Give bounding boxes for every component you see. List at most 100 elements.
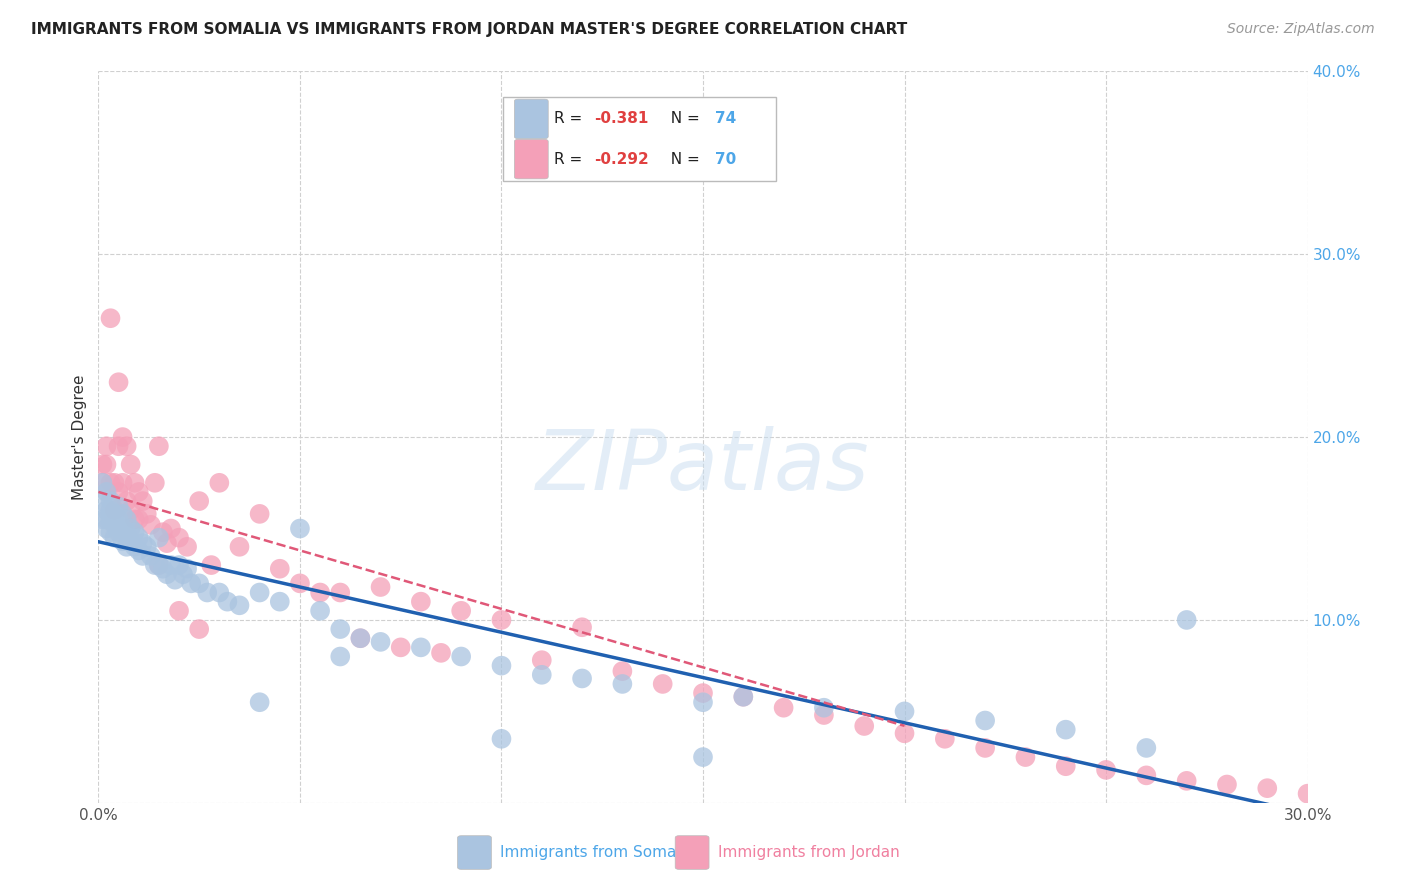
Point	[188, 622, 211, 636]
Point	[107, 439, 129, 453]
Text: -0.292: -0.292	[595, 152, 650, 167]
Point	[1135, 740, 1157, 755]
Point	[491, 731, 513, 746]
Point	[124, 540, 146, 554]
FancyBboxPatch shape	[457, 836, 492, 870]
Point	[107, 500, 129, 514]
Point	[120, 521, 142, 535]
Point	[1216, 778, 1239, 792]
Point	[172, 567, 194, 582]
Point	[180, 576, 202, 591]
Text: Source: ZipAtlas.com: Source: ZipAtlas.com	[1227, 22, 1375, 37]
Point	[103, 507, 125, 521]
Point	[853, 719, 876, 733]
Point	[111, 534, 134, 549]
Point	[409, 640, 432, 655]
Point	[249, 507, 271, 521]
Point	[1095, 763, 1118, 777]
Point	[143, 475, 166, 490]
Point	[128, 512, 150, 526]
Point	[188, 494, 211, 508]
Point	[329, 649, 352, 664]
Point	[349, 632, 371, 646]
Point	[91, 458, 114, 472]
Point	[893, 705, 915, 719]
Point	[96, 439, 118, 453]
Point	[1256, 781, 1278, 796]
FancyBboxPatch shape	[515, 139, 548, 179]
Point	[115, 494, 138, 508]
Point	[733, 690, 755, 704]
Point	[103, 531, 125, 545]
Point	[450, 649, 472, 664]
Point	[208, 475, 231, 490]
Point	[188, 576, 211, 591]
Point	[389, 640, 412, 655]
Point	[96, 458, 118, 472]
Point	[893, 726, 915, 740]
Point	[1054, 759, 1077, 773]
Point	[692, 750, 714, 764]
Point	[733, 690, 755, 704]
Point	[167, 558, 190, 573]
Point	[115, 525, 138, 540]
Point	[100, 525, 122, 540]
Point	[974, 740, 997, 755]
Point	[692, 695, 714, 709]
Point	[200, 558, 222, 573]
Point	[167, 531, 190, 545]
Point	[571, 620, 593, 634]
Point	[934, 731, 956, 746]
Point	[612, 677, 634, 691]
Point	[692, 686, 714, 700]
Point	[100, 475, 122, 490]
Point	[148, 558, 170, 573]
Point	[228, 599, 250, 613]
Point	[329, 622, 352, 636]
Text: IMMIGRANTS FROM SOMALIA VS IMMIGRANTS FROM JORDAN MASTER'S DEGREE CORRELATION CH: IMMIGRANTS FROM SOMALIA VS IMMIGRANTS FR…	[31, 22, 907, 37]
Point	[163, 573, 186, 587]
Text: 74: 74	[716, 112, 737, 127]
Point	[156, 567, 179, 582]
Point	[139, 517, 162, 532]
Point	[103, 517, 125, 532]
Point	[430, 646, 453, 660]
Point	[103, 503, 125, 517]
Point	[91, 475, 114, 490]
Point	[329, 585, 352, 599]
Text: N =: N =	[661, 152, 704, 167]
Text: ZIPatlas: ZIPatlas	[536, 425, 870, 507]
Point	[974, 714, 997, 728]
Point	[139, 549, 162, 563]
Point	[450, 604, 472, 618]
Point	[132, 536, 155, 550]
Point	[612, 664, 634, 678]
Point	[124, 525, 146, 540]
Point	[128, 531, 150, 545]
Point	[160, 558, 183, 573]
Point	[111, 430, 134, 444]
Point	[269, 562, 291, 576]
Point	[1175, 773, 1198, 788]
Point	[571, 672, 593, 686]
Point	[143, 558, 166, 573]
Point	[530, 653, 553, 667]
Point	[217, 594, 239, 608]
Point	[103, 475, 125, 490]
Point	[370, 580, 392, 594]
Text: Immigrants from Jordan: Immigrants from Jordan	[717, 845, 900, 860]
Point	[107, 525, 129, 540]
Point	[111, 475, 134, 490]
Point	[349, 632, 371, 646]
Point	[120, 534, 142, 549]
Point	[91, 475, 114, 490]
Point	[107, 485, 129, 500]
Point	[208, 585, 231, 599]
Point	[120, 458, 142, 472]
Point	[135, 540, 157, 554]
Point	[1296, 787, 1319, 801]
Point	[409, 594, 432, 608]
Point	[132, 549, 155, 563]
Point	[91, 494, 114, 508]
Point	[813, 700, 835, 714]
